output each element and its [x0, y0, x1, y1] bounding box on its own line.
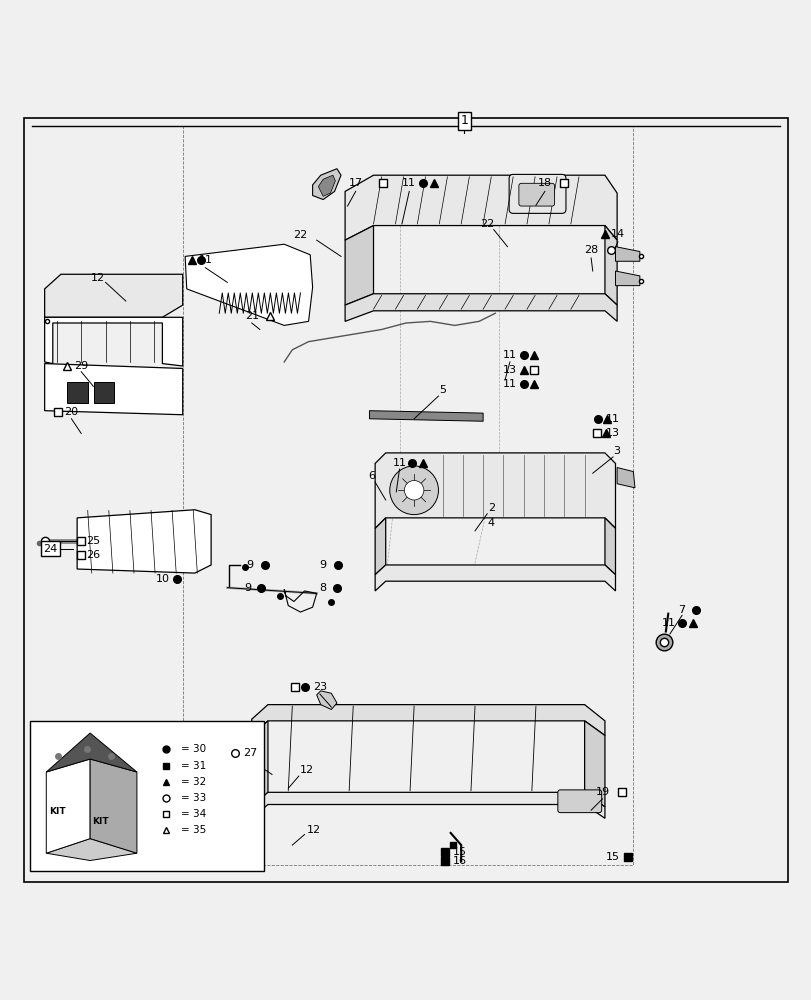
Polygon shape [375, 565, 615, 591]
Polygon shape [375, 453, 615, 528]
Text: 24: 24 [43, 544, 58, 554]
Text: 21: 21 [244, 311, 259, 321]
Circle shape [404, 481, 423, 500]
Bar [182, 126, 633, 865]
Circle shape [389, 466, 438, 515]
Text: 11: 11 [198, 255, 212, 265]
Text: 8: 8 [319, 583, 325, 593]
Text: 7: 7 [678, 605, 684, 615]
Text: 4: 4 [487, 518, 494, 528]
Text: 11: 11 [661, 618, 676, 628]
Text: 20: 20 [64, 407, 79, 417]
Polygon shape [345, 226, 373, 305]
Polygon shape [251, 792, 604, 818]
Text: 22: 22 [479, 219, 494, 229]
Polygon shape [312, 169, 341, 200]
Text: 1: 1 [460, 114, 468, 127]
Bar [30, 721, 264, 871]
Text: 14: 14 [610, 229, 624, 239]
Text: KIT: KIT [92, 817, 109, 826]
Text: 22: 22 [293, 230, 307, 240]
Text: 12: 12 [90, 273, 105, 283]
Text: 28: 28 [583, 245, 598, 255]
Polygon shape [616, 468, 634, 488]
FancyBboxPatch shape [508, 174, 565, 213]
Polygon shape [46, 733, 137, 772]
FancyBboxPatch shape [67, 382, 88, 403]
FancyBboxPatch shape [94, 382, 114, 403]
Text: 12: 12 [306, 825, 320, 835]
Text: 23: 23 [312, 682, 327, 692]
Text: 11: 11 [502, 350, 517, 360]
Polygon shape [185, 244, 312, 325]
Polygon shape [77, 510, 211, 573]
Text: 11: 11 [502, 379, 517, 389]
Text: 11: 11 [401, 178, 416, 188]
Text: 16: 16 [452, 856, 466, 866]
Text: = 30: = 30 [181, 744, 206, 754]
Polygon shape [615, 247, 639, 261]
Text: 5: 5 [439, 385, 445, 395]
Text: = 33: = 33 [181, 793, 206, 803]
Text: 19: 19 [594, 787, 609, 797]
Text: 12: 12 [299, 765, 314, 775]
FancyBboxPatch shape [557, 790, 601, 813]
Polygon shape [615, 271, 639, 286]
Polygon shape [251, 721, 268, 807]
Polygon shape [604, 518, 615, 575]
Text: = 34: = 34 [181, 809, 206, 819]
Polygon shape [318, 175, 335, 196]
Polygon shape [375, 518, 385, 575]
Text: = 32: = 32 [181, 777, 206, 787]
Polygon shape [345, 175, 616, 240]
Polygon shape [251, 705, 604, 735]
Text: 3: 3 [613, 446, 620, 456]
Text: 15: 15 [605, 852, 620, 862]
Text: 9: 9 [244, 583, 251, 593]
Polygon shape [90, 759, 137, 853]
Text: = 31: = 31 [181, 761, 206, 771]
Text: 9: 9 [247, 560, 253, 570]
Text: 29: 29 [74, 361, 88, 371]
Polygon shape [45, 364, 182, 415]
Text: KIT: KIT [49, 807, 65, 816]
Text: 11: 11 [392, 458, 406, 468]
Text: 6: 6 [368, 471, 375, 481]
Text: 9: 9 [320, 560, 326, 570]
Text: 15: 15 [452, 847, 466, 857]
Text: 18: 18 [537, 178, 551, 188]
Text: 11: 11 [605, 414, 620, 424]
Polygon shape [316, 691, 337, 709]
Polygon shape [45, 317, 182, 366]
Text: 13: 13 [502, 365, 517, 375]
FancyBboxPatch shape [518, 183, 554, 206]
Polygon shape [604, 226, 616, 305]
Text: 27: 27 [242, 748, 257, 758]
Polygon shape [369, 411, 483, 421]
Text: 26: 26 [86, 550, 101, 560]
Text: 10: 10 [155, 574, 169, 584]
Text: 2: 2 [487, 503, 494, 513]
Text: = 35: = 35 [181, 825, 206, 835]
Polygon shape [584, 721, 604, 807]
Text: 25: 25 [86, 536, 101, 546]
Polygon shape [46, 759, 90, 853]
Polygon shape [46, 839, 137, 861]
Polygon shape [45, 274, 182, 317]
Text: 13: 13 [605, 428, 620, 438]
Text: 17: 17 [348, 178, 363, 188]
Polygon shape [345, 294, 616, 321]
